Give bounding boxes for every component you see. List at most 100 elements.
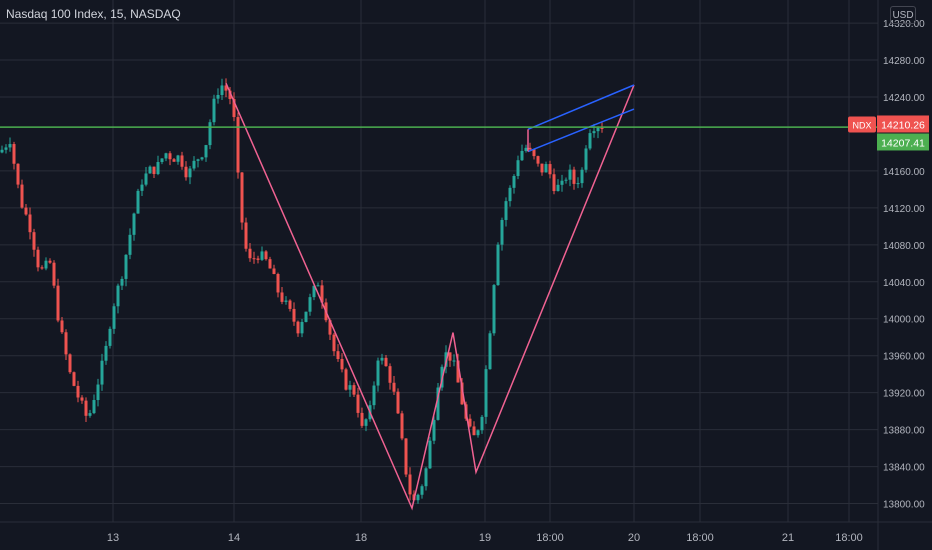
candle-body <box>496 244 500 286</box>
candle-body <box>372 385 376 406</box>
candle-body <box>476 430 480 436</box>
candle-body <box>24 207 28 215</box>
candle-body <box>44 260 48 269</box>
candle-body <box>436 387 440 420</box>
candle-body <box>168 153 172 160</box>
y-tick-label: 14000.00 <box>883 315 925 326</box>
candle-body <box>104 345 108 361</box>
candle-body <box>0 149 4 153</box>
candle-body <box>488 333 492 370</box>
candle-body <box>176 155 180 162</box>
candle-body <box>392 382 396 392</box>
y-tick-label: 14120.00 <box>883 204 925 215</box>
candle-body <box>352 385 356 395</box>
candle-body <box>48 260 52 263</box>
candle-body <box>424 468 428 487</box>
last-price-badge <box>877 115 929 133</box>
candle-body <box>532 149 536 157</box>
candle-body <box>212 98 216 123</box>
candle-body <box>580 169 584 184</box>
candle-body <box>508 187 512 202</box>
candle-body <box>284 300 288 302</box>
channel-line[interactable] <box>527 108 635 153</box>
candle-body <box>316 285 320 287</box>
candle-body <box>156 162 160 175</box>
candle-body <box>448 352 452 361</box>
candle-body <box>596 127 600 132</box>
candle-body <box>32 232 36 250</box>
candle-body <box>384 357 388 367</box>
candle-body <box>128 234 132 255</box>
candle-body <box>332 334 336 352</box>
candle-body <box>364 419 368 426</box>
candle-body <box>564 179 568 181</box>
x-tick-label: 14 <box>228 532 240 544</box>
currency-button[interactable]: USD <box>890 6 916 24</box>
x-tick-label: 18:00 <box>835 532 863 544</box>
level-price-badge <box>877 133 929 151</box>
channel-line[interactable] <box>527 84 635 131</box>
candle-body <box>544 164 548 173</box>
candle-body <box>180 155 184 167</box>
candle-body <box>396 391 400 414</box>
candle-body <box>540 163 544 173</box>
candle-body <box>12 144 16 164</box>
candle-body <box>120 278 124 286</box>
candle-body <box>312 285 316 298</box>
candle-body <box>264 251 268 260</box>
candle-body <box>588 133 592 149</box>
candle-body <box>116 285 120 307</box>
candle-body <box>96 384 100 401</box>
candle-body <box>72 372 76 386</box>
candle-body <box>160 158 164 163</box>
candle-body <box>88 413 92 416</box>
candle-body <box>328 320 332 335</box>
candle-body <box>320 285 324 303</box>
symbol-badge <box>848 116 876 133</box>
candle-body <box>248 248 252 259</box>
candle-body <box>432 419 436 441</box>
y-tick-label: 14320.00 <box>883 19 925 30</box>
candle-body <box>576 183 580 185</box>
candle-body <box>196 159 200 161</box>
candle-body <box>172 159 176 162</box>
candle-body <box>404 438 408 475</box>
candle-body <box>8 144 12 148</box>
candle-body <box>164 153 168 159</box>
candle-body <box>28 214 32 233</box>
candle-body <box>416 494 420 501</box>
candle-body <box>140 184 144 191</box>
x-tick-label: 19 <box>479 532 491 544</box>
candle-body <box>188 168 192 178</box>
candle-body <box>516 160 520 176</box>
candle-body <box>344 369 348 390</box>
candle-body <box>360 412 364 426</box>
candle-body <box>552 174 556 192</box>
candle-body <box>472 426 476 436</box>
candle-body <box>288 300 292 309</box>
candle-body <box>236 117 240 173</box>
candle-body <box>80 397 84 401</box>
candle-body <box>92 400 96 414</box>
candle-body <box>144 173 148 185</box>
candle-body <box>420 486 424 495</box>
candle-body <box>492 285 496 334</box>
candle-body <box>204 145 208 158</box>
candle-body <box>468 418 472 427</box>
candle-body <box>20 184 24 208</box>
candle-body <box>340 359 344 370</box>
candle-body <box>520 150 524 161</box>
candle-body <box>60 320 64 333</box>
y-tick-label: 14080.00 <box>883 241 925 252</box>
candle-body <box>152 166 156 175</box>
candle-body <box>132 213 136 235</box>
candle-body <box>68 354 72 373</box>
candle-body <box>252 258 256 260</box>
candle-body <box>40 267 44 269</box>
candle-body <box>456 360 460 383</box>
candle-body <box>268 259 272 269</box>
pattern-zigzag-line[interactable] <box>225 82 635 511</box>
candle-body <box>224 85 228 91</box>
candle-body <box>108 328 112 346</box>
